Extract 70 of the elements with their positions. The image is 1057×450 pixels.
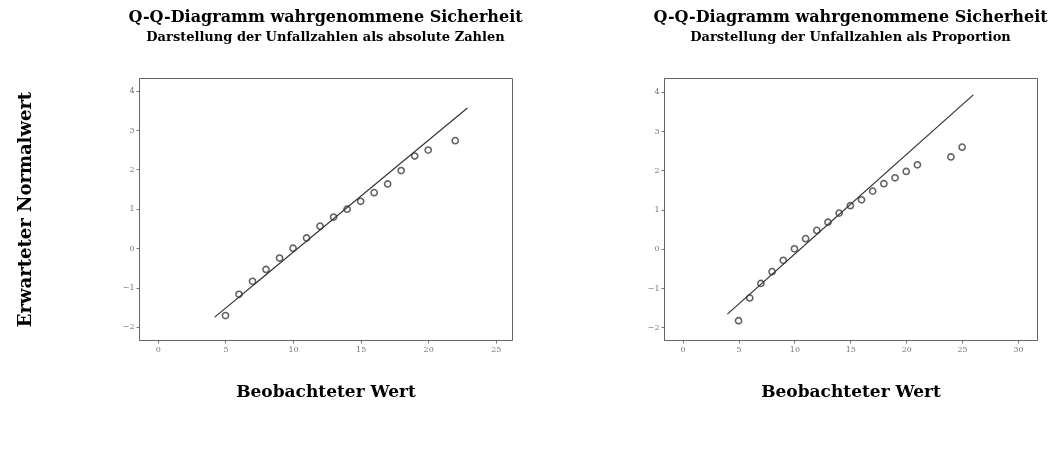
- point: [913, 160, 922, 169]
- chart-title: Q-Q-Diagramm wahrgenommene Sicherheit: [653, 7, 1049, 26]
- y-tick-label: 4: [129, 86, 135, 96]
- y-tick-label: 1: [654, 205, 660, 215]
- x-tick-label: 15: [356, 344, 367, 354]
- x-tick-label: 10: [288, 344, 299, 354]
- x-tick-label: 0: [155, 344, 161, 354]
- x-tick-label: 30: [1013, 344, 1024, 354]
- point: [424, 146, 433, 154]
- point: [879, 179, 888, 188]
- x-tick-label: 5: [736, 344, 742, 354]
- point: [812, 226, 821, 235]
- point: [329, 213, 338, 221]
- y-tick-label: −1: [647, 283, 660, 293]
- point: [835, 209, 844, 217]
- x-axis-title: Beobachteter Wert: [761, 380, 941, 401]
- point: [824, 218, 832, 227]
- point: [316, 222, 324, 231]
- y-tick-label: 3: [129, 125, 135, 135]
- chart-subtitle: Darstellung der Unfallzahlen als absolute Zahlen: [146, 29, 506, 44]
- point: [734, 316, 743, 325]
- y-tick-label: 1: [129, 204, 135, 214]
- point: [289, 244, 297, 253]
- x-tick-label: 5: [223, 344, 229, 354]
- point: [383, 180, 392, 188]
- point: [947, 153, 955, 161]
- y-tick-label: −1: [122, 283, 135, 293]
- point: [868, 187, 877, 195]
- y-tick-label: −2: [647, 322, 660, 332]
- point: [356, 197, 365, 206]
- x-tick-label: 10: [789, 344, 801, 354]
- point: [370, 188, 379, 197]
- point: [275, 254, 284, 262]
- point: [343, 205, 352, 214]
- point: [846, 201, 855, 210]
- x-tick-label: 25: [957, 344, 968, 354]
- x-tick-label: 25: [491, 344, 502, 354]
- x-tick-label: 20: [901, 344, 912, 354]
- y-tick-label: 0: [129, 243, 135, 253]
- point: [857, 195, 866, 204]
- point: [757, 279, 765, 288]
- y-tick-label: −2: [122, 322, 135, 332]
- point: [248, 277, 257, 286]
- y-tick-label: 2: [129, 164, 135, 174]
- point: [262, 265, 270, 274]
- y-tick-label: 0: [654, 244, 660, 254]
- point: [801, 234, 810, 243]
- point: [221, 311, 230, 320]
- chart-title: Q-Q-Diagramm wahrgenommene Sicherheit: [128, 7, 524, 26]
- point: [768, 267, 776, 276]
- point: [235, 290, 243, 299]
- point: [397, 166, 406, 175]
- y-tick-label: 3: [654, 126, 660, 136]
- point: [745, 294, 754, 302]
- point: [410, 152, 419, 160]
- point: [891, 173, 899, 182]
- point: [958, 143, 966, 152]
- y-tick-label: 2: [654, 165, 660, 175]
- x-axis-title: Beobachteter Wert: [236, 380, 416, 401]
- point: [790, 244, 799, 253]
- y-tick-label: 4: [654, 87, 660, 97]
- chart-subtitle: Darstellung der Unfallzahlen als Proportion: [690, 29, 1012, 44]
- x-tick-label: 0: [680, 344, 686, 354]
- x-tick-label: 20: [423, 344, 434, 354]
- point: [779, 256, 788, 265]
- point: [451, 136, 460, 145]
- x-tick-label: 15: [845, 344, 856, 354]
- y-axis-title: Erwarteter Normalwert: [13, 91, 35, 328]
- point: [302, 234, 311, 242]
- point: [902, 167, 911, 176]
